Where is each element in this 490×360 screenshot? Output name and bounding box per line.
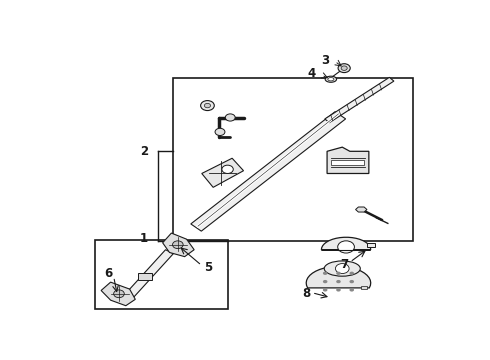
Polygon shape [202, 158, 244, 187]
Circle shape [204, 103, 211, 108]
Polygon shape [356, 207, 367, 212]
Circle shape [114, 290, 124, 298]
Circle shape [336, 264, 349, 274]
Polygon shape [101, 282, 135, 306]
Circle shape [222, 165, 233, 174]
Circle shape [323, 288, 327, 292]
Circle shape [341, 66, 347, 70]
Polygon shape [163, 233, 194, 257]
Text: 8: 8 [302, 287, 310, 300]
Circle shape [336, 288, 341, 292]
Polygon shape [321, 237, 371, 250]
Circle shape [200, 100, 214, 111]
Circle shape [323, 271, 327, 275]
Bar [331, 159, 364, 165]
Polygon shape [306, 266, 371, 288]
Circle shape [323, 280, 327, 283]
Circle shape [338, 64, 350, 73]
Text: 3: 3 [321, 54, 330, 67]
Bar [96, 240, 228, 309]
Circle shape [338, 241, 354, 253]
Circle shape [336, 271, 341, 275]
Circle shape [225, 114, 235, 121]
Text: 7: 7 [341, 258, 348, 271]
Text: 5: 5 [204, 261, 213, 274]
Bar [173, 78, 413, 242]
Text: 2: 2 [140, 145, 148, 158]
Circle shape [349, 280, 354, 283]
Bar [367, 243, 374, 247]
Circle shape [336, 280, 341, 283]
Polygon shape [191, 112, 345, 231]
Polygon shape [327, 147, 369, 174]
Polygon shape [325, 77, 394, 123]
Ellipse shape [325, 76, 337, 82]
Text: 4: 4 [308, 67, 316, 80]
Text: 1: 1 [140, 232, 148, 245]
Bar [361, 286, 367, 288]
Ellipse shape [324, 261, 360, 276]
Circle shape [349, 271, 354, 275]
Circle shape [172, 241, 183, 249]
Circle shape [349, 288, 354, 292]
Circle shape [215, 128, 225, 135]
Polygon shape [125, 250, 173, 298]
Bar [138, 273, 151, 280]
Text: 6: 6 [104, 267, 113, 280]
Ellipse shape [328, 77, 334, 81]
